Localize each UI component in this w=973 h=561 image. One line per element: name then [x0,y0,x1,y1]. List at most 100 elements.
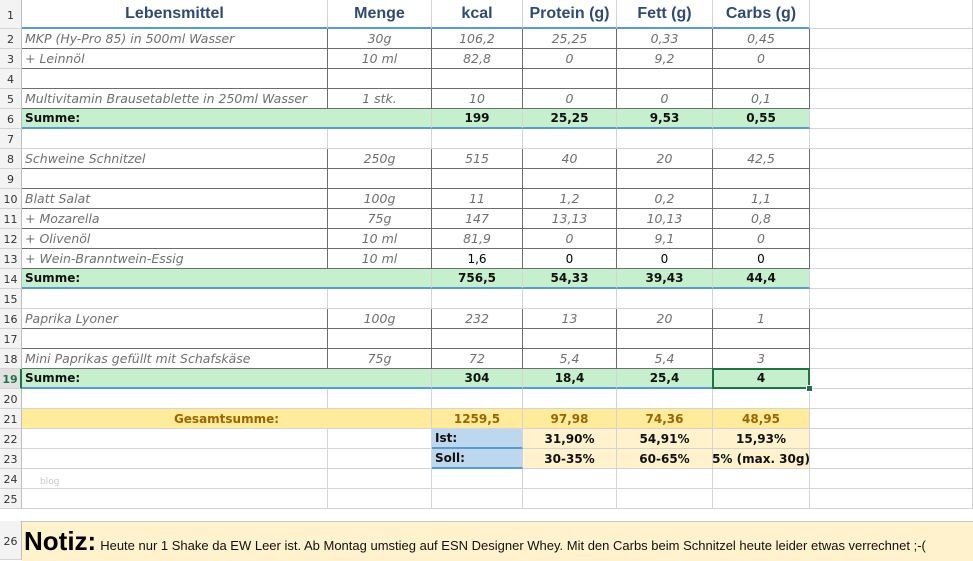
cell-r15-food[interactable] [22,289,328,309]
cell-r10-food[interactable]: Blatt Salat [22,189,328,209]
cell-r2-amount[interactable]: 30g [328,29,432,49]
cell-r13-carbs[interactable]: 0 [713,249,810,269]
cell-r2-protein[interactable]: 25,25 [523,29,617,49]
cell-r21-food[interactable]: Gesamtsumme: [22,409,432,429]
cell-r8-fat[interactable]: 20 [617,149,713,169]
cell-r18-fat[interactable]: 5,4 [617,349,713,369]
cell-r13-food[interactable]: + Wein-Branntwein-Essig [22,249,328,269]
cell-r4-amount[interactable] [328,69,432,89]
cell-r16-carbs[interactable]: 1 [713,309,810,329]
cell-r14-fat[interactable]: 39,43 [617,269,713,289]
cell-r23-kcal[interactable]: Soll: [432,449,523,469]
cell-r20-fat[interactable] [617,389,713,409]
cell-r23-food[interactable] [22,449,328,469]
cell-r16-extra[interactable] [810,309,973,329]
cell-r21-carbs[interactable]: 48,95 [713,409,810,429]
cell-r6-food[interactable]: Summe: [22,109,432,129]
cell-r9-carbs[interactable] [713,169,810,189]
row-header-7[interactable]: 7 [0,129,22,149]
row-header-12[interactable]: 12 [0,229,22,249]
cell-r21-fat[interactable]: 74,36 [617,409,713,429]
row-header-9[interactable]: 9 [0,169,22,189]
cell-r13-extra[interactable] [810,249,973,269]
cell-r17-amount[interactable] [328,329,432,349]
cell-r25-amount[interactable] [328,489,432,509]
cell-r10-carbs[interactable]: 1,1 [713,189,810,209]
cell-r4-extra[interactable] [810,69,973,89]
cell-r22-kcal[interactable]: Ist: [432,429,523,449]
cell-r11-amount[interactable]: 75g [328,209,432,229]
cell-r20-extra[interactable] [810,389,973,409]
cell-r11-kcal[interactable]: 147 [432,209,523,229]
cell-r22-extra[interactable] [810,429,973,449]
cell-r24-kcal[interactable] [432,469,523,489]
cell-r6-kcal[interactable]: 199 [432,109,523,129]
cell-r8-amount[interactable]: 250g [328,149,432,169]
cell-r21-extra[interactable] [810,409,973,429]
cell-r6-extra[interactable] [810,109,973,129]
cell-r10-kcal[interactable]: 11 [432,189,523,209]
row-header-14[interactable]: 14 [0,269,22,289]
cell-r5-kcal[interactable]: 10 [432,89,523,109]
cell-r25-protein[interactable] [523,489,617,509]
row-header-22[interactable]: 22 [0,429,22,449]
cell-header-extra[interactable] [810,0,973,29]
cell-r7-fat[interactable] [617,129,713,149]
row-header-4[interactable]: 4 [0,69,22,89]
cell-r16-amount[interactable]: 100g [328,309,432,329]
row-header-26[interactable]: 26 [0,521,22,560]
cell-r3-protein[interactable]: 0 [523,49,617,69]
cell-r4-food[interactable] [22,69,328,89]
row-header-18[interactable]: 18 [0,349,22,369]
cell-r11-fat[interactable]: 10,13 [617,209,713,229]
cell-r11-extra[interactable] [810,209,973,229]
column-header-amount[interactable]: Menge [328,0,432,29]
cell-r6-carbs[interactable]: 0,55 [713,109,810,129]
cell-r3-food[interactable]: + Leinnöl [22,49,328,69]
cell-r14-food[interactable]: Summe: [22,269,432,289]
cell-r3-extra[interactable] [810,49,973,69]
row-header-11[interactable]: 11 [0,209,22,229]
row-header-5[interactable]: 5 [0,89,22,109]
cell-r12-fat[interactable]: 9,1 [617,229,713,249]
cell-r12-food[interactable]: + Olivenöl [22,229,328,249]
cell-r10-extra[interactable] [810,189,973,209]
cell-r25-fat[interactable] [617,489,713,509]
cell-r18-kcal[interactable]: 72 [432,349,523,369]
cell-r21-kcal[interactable]: 1259,5 [432,409,523,429]
cell-r18-extra[interactable] [810,349,973,369]
row-header-23[interactable]: 23 [0,449,22,469]
column-header-food[interactable]: Lebensmittel [22,0,328,29]
row-header-2[interactable]: 2 [0,29,22,49]
column-header-carbs[interactable]: Carbs (g) [713,0,810,29]
cell-r12-kcal[interactable]: 81,9 [432,229,523,249]
cell-r22-protein[interactable]: 31,90% [523,429,617,449]
cell-r15-fat[interactable] [617,289,713,309]
cell-r2-kcal[interactable]: 106,2 [432,29,523,49]
row-header-6[interactable]: 6 [0,109,22,129]
cell-r24-amount[interactable] [328,469,432,489]
cell-r15-protein[interactable] [523,289,617,309]
cell-r2-fat[interactable]: 0,33 [617,29,713,49]
cell-r12-amount[interactable]: 10 ml [328,229,432,249]
cell-r12-protein[interactable]: 0 [523,229,617,249]
cell-r19-protein[interactable]: 18,4 [523,369,617,389]
cell-r2-extra[interactable] [810,29,973,49]
cell-r20-carbs[interactable] [713,389,810,409]
cell-r7-carbs[interactable] [713,129,810,149]
cell-r9-amount[interactable] [328,169,432,189]
cell-r22-fat[interactable]: 54,91% [617,429,713,449]
row-header-25[interactable]: 25 [0,489,22,509]
cell-r15-carbs[interactable] [713,289,810,309]
cell-r25-kcal[interactable] [432,489,523,509]
fill-handle[interactable] [806,385,813,392]
cell-r19-extra[interactable] [810,369,973,389]
cell-r22-carbs[interactable]: 15,93% [713,429,810,449]
row-header-3[interactable]: 3 [0,49,22,69]
cell-r17-fat[interactable] [617,329,713,349]
cell-r19-food[interactable]: Summe: [22,369,432,389]
cell-r20-protein[interactable] [523,389,617,409]
cell-r16-kcal[interactable]: 232 [432,309,523,329]
row-header-15[interactable]: 15 [0,289,22,309]
